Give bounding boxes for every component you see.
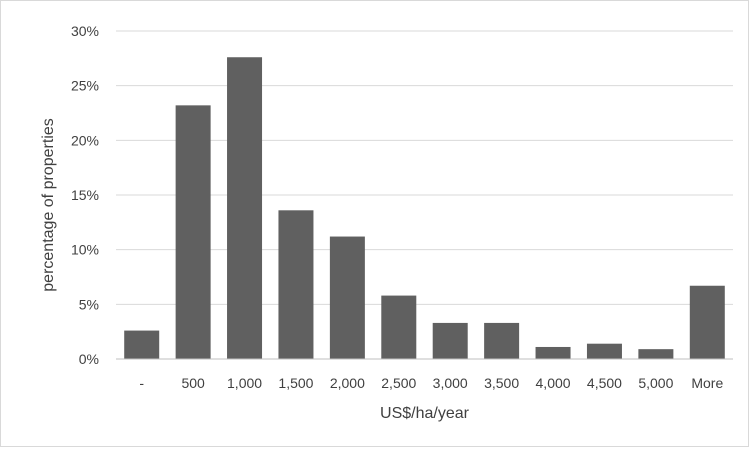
y-tick-labels: 0% 5% 10% 15% 20% 25% 30% xyxy=(71,23,99,367)
x-tick-label: 4,000 xyxy=(536,375,571,391)
x-tick-label: 2,000 xyxy=(330,375,365,391)
x-tick-label: 4,500 xyxy=(587,375,622,391)
y-tick-label: 30% xyxy=(71,23,99,39)
bar xyxy=(329,236,365,359)
y-tick-label: 20% xyxy=(71,132,99,148)
x-tick-label: 2,500 xyxy=(381,375,416,391)
bar xyxy=(227,57,263,360)
bar xyxy=(689,285,725,359)
x-tick-label: 1,500 xyxy=(278,375,313,391)
y-axis-title: percentage of properties xyxy=(40,118,57,291)
x-axis-title: US$/ha/year xyxy=(380,405,470,422)
x-tick-label: More xyxy=(691,375,723,391)
y-tick-label: 25% xyxy=(71,78,99,94)
y-tick-label: 5% xyxy=(79,296,99,312)
x-tick-labels: - 500 1,000 1,500 2,000 2,500 3,000 3,500 4,000 4… xyxy=(139,375,723,391)
bar xyxy=(175,105,211,359)
gridlines xyxy=(116,30,733,305)
x-tick-label: - xyxy=(139,375,144,391)
y-tick-label: 0% xyxy=(79,351,99,367)
bar xyxy=(586,343,622,359)
y-tick-label: 10% xyxy=(71,242,99,258)
bar xyxy=(278,210,314,359)
bars xyxy=(124,57,725,360)
x-tick-label: 1,000 xyxy=(227,375,262,391)
x-tick-label: 3,500 xyxy=(484,375,519,391)
x-tick-label: 3,000 xyxy=(433,375,468,391)
bar xyxy=(484,322,520,359)
bar xyxy=(124,330,160,359)
bar xyxy=(381,295,417,359)
bar xyxy=(432,322,468,359)
y-tick-label: 15% xyxy=(71,187,99,203)
bar xyxy=(638,349,674,359)
bar xyxy=(535,346,571,359)
x-tick-label: 5,000 xyxy=(638,375,673,391)
x-tick-label: 500 xyxy=(181,375,205,391)
